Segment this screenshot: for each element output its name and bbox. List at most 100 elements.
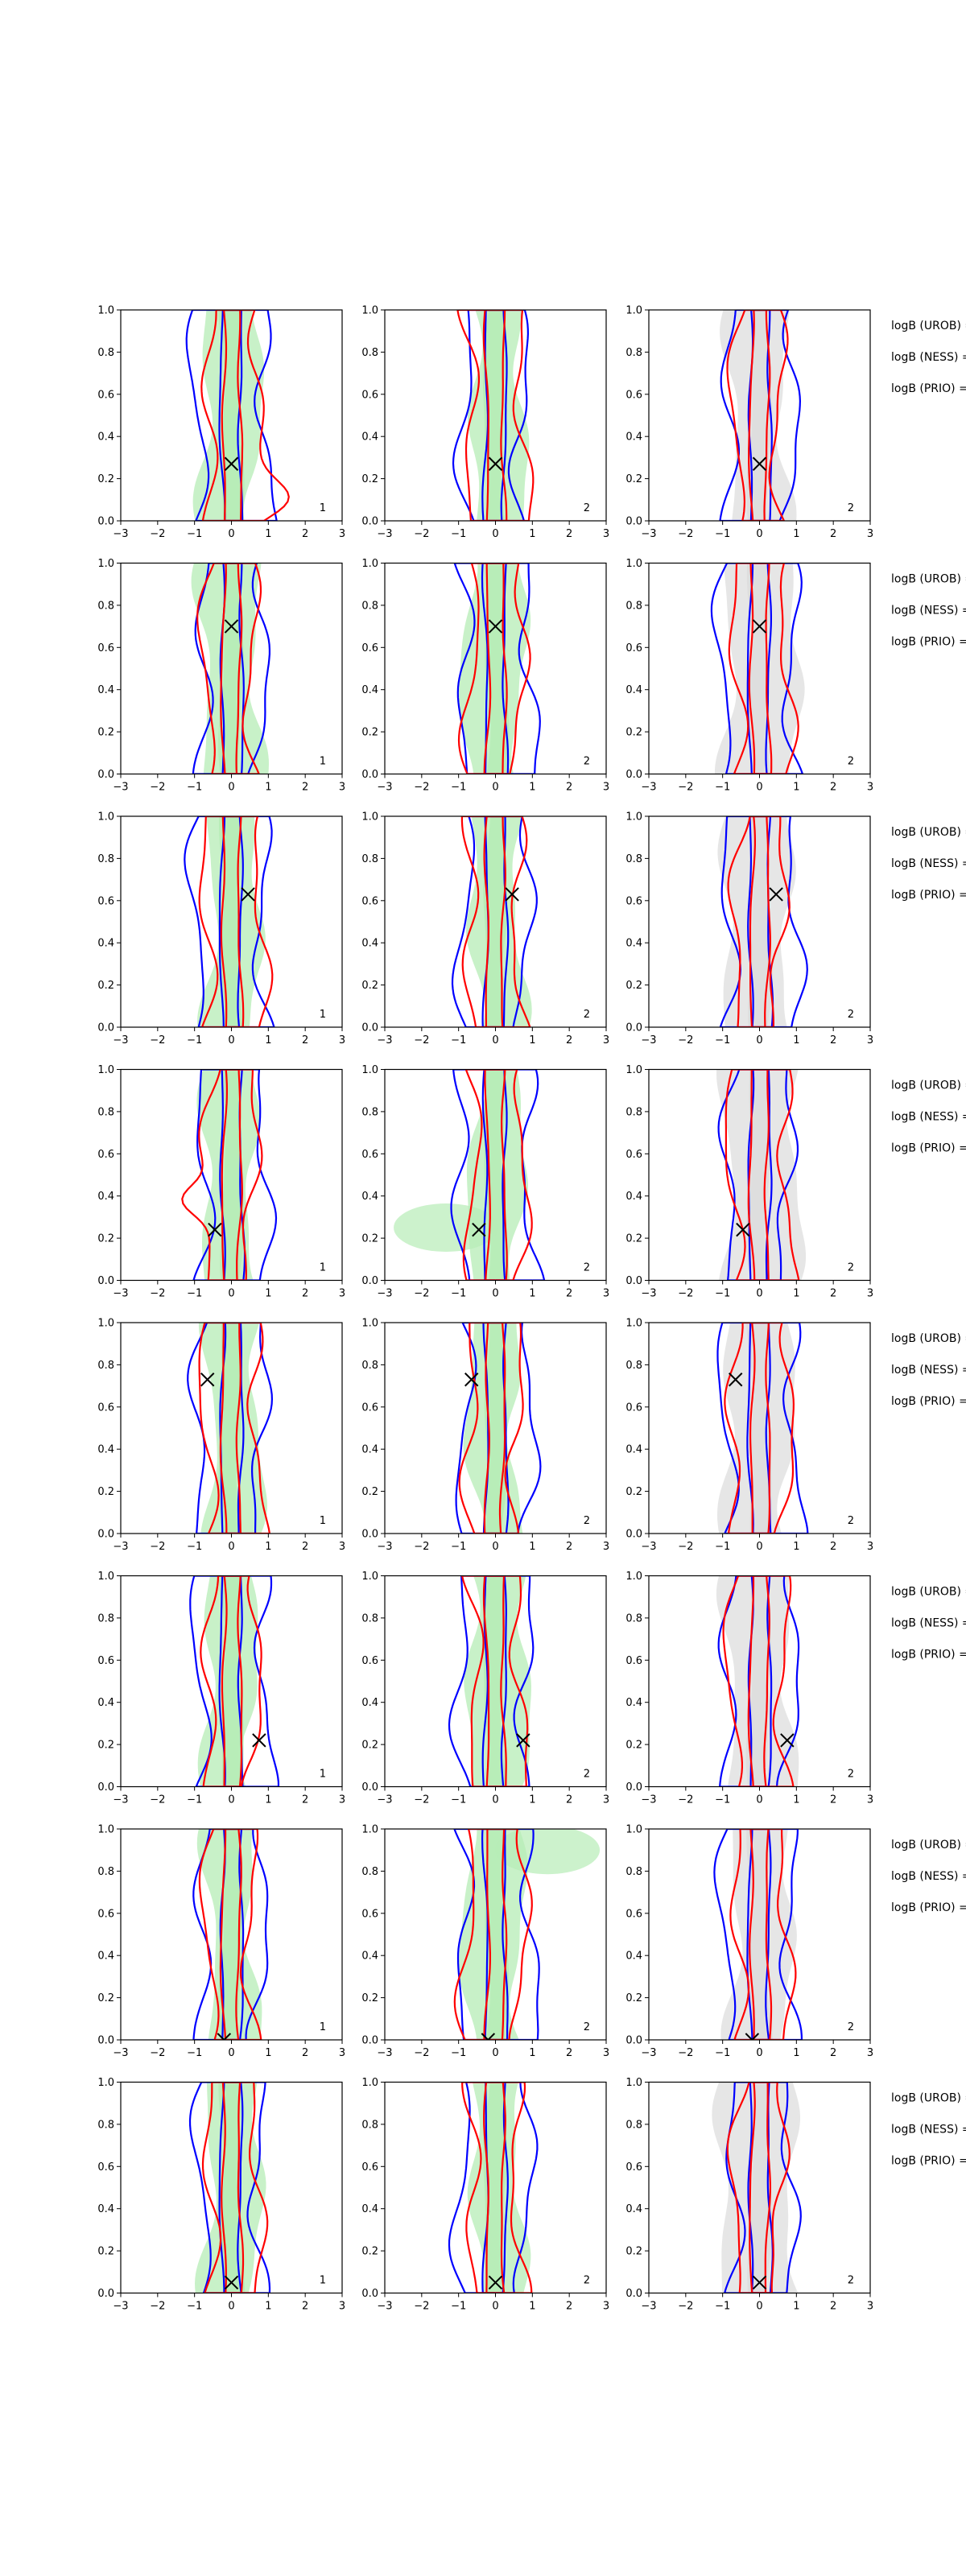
x-tick-label: 0 (228, 2047, 234, 2059)
x-tick-label: −1 (451, 2301, 466, 2313)
x-tick-label: 2 (830, 528, 836, 540)
x-tick-label: −3 (641, 1794, 656, 1806)
x-tick-label: −3 (641, 528, 656, 540)
side-label: logB (PRIO) = (891, 1142, 966, 1155)
x-tick-label: −1 (451, 1541, 466, 1553)
red-contour-inner (484, 1069, 508, 1281)
x-tick-label: 0 (492, 782, 498, 794)
y-tick-label: 0.8 (97, 1360, 114, 1372)
y-tick-label: 0.4 (625, 1951, 642, 1963)
red-contour-inner (482, 1575, 507, 1787)
y-tick-label: 0.2 (97, 473, 114, 485)
blue-contour-inner (481, 1575, 507, 1787)
x-tick-label: −1 (715, 1794, 730, 1806)
y-tick-label: 0.8 (361, 853, 378, 865)
y-tick-label: 0.4 (97, 938, 114, 950)
x-tick-label: −3 (113, 528, 128, 540)
y-tick-label: 1.0 (625, 305, 642, 317)
x-tick-label: 1 (793, 1288, 799, 1300)
red-contour-outer (462, 1069, 533, 1281)
x-tick-label: 1 (529, 2047, 535, 2059)
blue-contour-outer (188, 2082, 271, 2293)
x-tick-label: 2 (302, 782, 308, 794)
y-tick-label: 0.0 (361, 1529, 378, 1541)
y-tick-label: 0.2 (361, 1992, 378, 2004)
y-tick-label: 0.6 (361, 895, 378, 907)
plot-area (716, 1323, 809, 1534)
x-tick-label: −1 (187, 1541, 202, 1553)
blue-contour-outer (185, 310, 278, 521)
y-tick-label: 0.0 (361, 1275, 378, 1287)
x-tick-label: 0 (228, 1541, 234, 1553)
blue-contour-outer (187, 1323, 274, 1534)
red-contour-outer (460, 816, 531, 1027)
x-tick-label: 0 (756, 782, 762, 794)
x-tick-label: −2 (150, 528, 165, 540)
plot-area (452, 310, 535, 521)
x-tick-label: 3 (867, 1034, 873, 1046)
y-tick-label: 0.6 (97, 895, 114, 907)
plot-area (453, 563, 541, 774)
x-tick-label: 2 (302, 528, 308, 540)
y-tick-label: 0.6 (361, 389, 378, 401)
plot-area (453, 1829, 601, 2040)
subplot-r7-c3: −3 −2 −1 0 1 2 3 0.0 0.2 0.4 0.6 0.8 1.0 2 (625, 1824, 873, 2060)
x-tick-label: 3 (867, 528, 873, 540)
y-tick-label: 0.4 (361, 431, 378, 444)
x-tick-label: −2 (414, 2047, 429, 2059)
subplot-r6-c2: −3 −2 −1 0 1 2 3 0.0 0.2 0.4 0.6 0.8 1.0 2 (361, 1571, 609, 1806)
y-tick-label: 0.8 (361, 1612, 378, 1624)
side-label: logB (NESS) = (891, 1617, 966, 1630)
y-tick-label: 0.6 (97, 642, 114, 654)
side-label: logB (PRIO) = (891, 636, 966, 649)
x-tick-label: 3 (339, 2047, 345, 2059)
corner-label: 2 (584, 2275, 590, 2287)
x-tick-label: −2 (414, 782, 429, 794)
x-tick-label: 0 (228, 1034, 234, 1046)
subplot-r3-c2: −3 −2 −1 0 1 2 3 0.0 0.2 0.4 0.6 0.8 1.0 2 (361, 811, 609, 1047)
x-tick-label: −1 (451, 782, 466, 794)
red-contour-inner (747, 1575, 770, 1787)
true-value-marker (729, 1373, 743, 1387)
x-tick-label: 1 (529, 528, 535, 540)
plot-area (713, 1829, 803, 2040)
true-value-marker (464, 1373, 479, 1387)
subplot-r3-c1: −3 −2 −1 0 1 2 3 0.0 0.2 0.4 0.6 0.8 1.0 1 (97, 811, 345, 1047)
x-tick-label: 3 (339, 1034, 345, 1046)
subplot-r4-c2: −3 −2 −1 0 1 2 3 0.0 0.2 0.4 0.6 0.8 1.0 2 (361, 1064, 609, 1300)
x-tick-label: −1 (451, 1034, 466, 1046)
plot-area (716, 1069, 807, 1281)
x-tick-label: 3 (339, 2301, 345, 2313)
subplot-r1-c1: −3 −2 −1 0 1 2 3 0.0 0.2 0.4 0.6 0.8 1.0 1 (97, 305, 345, 541)
red-contour-outer (181, 1069, 263, 1281)
density-fill-inner (220, 1069, 245, 1281)
x-tick-label: −3 (377, 2301, 392, 2313)
y-tick-label: 1.0 (361, 811, 378, 824)
blue-contour-outer (453, 1829, 540, 2040)
corner-label: 1 (320, 1009, 326, 1021)
y-tick-label: 0.6 (361, 2161, 378, 2174)
plot-area (719, 310, 802, 521)
x-tick-label: −1 (187, 528, 202, 540)
y-tick-label: 1.0 (97, 1318, 114, 1330)
x-tick-label: 2 (566, 1288, 572, 1300)
x-tick-label: 2 (566, 2047, 572, 2059)
subplot-r4-c3: −3 −2 −1 0 1 2 3 0.0 0.2 0.4 0.6 0.8 1.0 2 (625, 1064, 873, 1300)
red-contour-inner (483, 1323, 506, 1534)
x-tick-label: 1 (265, 2301, 271, 2313)
y-tick-label: 1.0 (361, 305, 378, 317)
x-tick-label: −1 (187, 2047, 202, 2059)
y-tick-label: 0.4 (361, 938, 378, 950)
subplot-r5-c3: −3 −2 −1 0 1 2 3 0.0 0.2 0.4 0.6 0.8 1.0 2 (625, 1318, 873, 1554)
x-tick-label: 2 (830, 782, 836, 794)
corner-label: 2 (848, 502, 854, 514)
y-tick-label: 0.6 (625, 389, 642, 401)
x-tick-label: 2 (830, 1288, 836, 1300)
red-contour-inner (221, 2082, 245, 2293)
x-tick-label: −2 (150, 1034, 165, 1046)
subplot-r5-c1: −3 −2 −1 0 1 2 3 0.0 0.2 0.4 0.6 0.8 1.0 1 (97, 1318, 345, 1554)
corner-label: 2 (584, 1262, 590, 1274)
corner-label: 2 (848, 1262, 854, 1274)
y-tick-label: 0.2 (361, 473, 378, 485)
